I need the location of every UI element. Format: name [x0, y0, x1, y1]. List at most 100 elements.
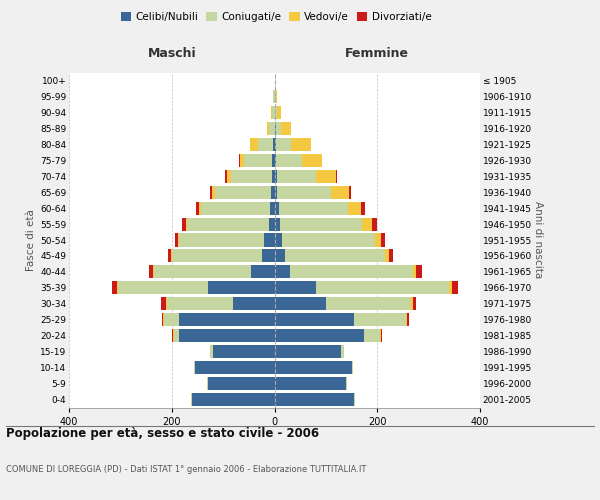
Bar [275, 234, 282, 246]
Y-axis label: Fasce di età: Fasce di età [26, 209, 36, 271]
Bar [172, 329, 173, 342]
Bar [277, 186, 331, 198]
Bar [282, 234, 374, 246]
Bar [410, 298, 413, 310]
Bar [196, 202, 199, 214]
Bar [413, 266, 416, 278]
Bar [277, 106, 281, 119]
Bar [269, 122, 275, 135]
Bar [275, 298, 326, 310]
Bar [275, 218, 280, 230]
Bar [381, 329, 382, 342]
Bar [153, 266, 154, 278]
Bar [316, 282, 449, 294]
Bar [381, 234, 385, 246]
Text: COMUNE DI LOREGGIA (PD) - Dati ISTAT 1° gennaio 2006 - Elaborazione TUTTITALIA.I: COMUNE DI LOREGGIA (PD) - Dati ISTAT 1° … [6, 466, 367, 474]
Bar [215, 186, 271, 198]
Bar [271, 202, 275, 214]
Bar [348, 202, 361, 214]
Bar [354, 393, 355, 406]
Bar [277, 170, 316, 182]
Bar [275, 90, 277, 103]
Bar [361, 202, 365, 214]
Bar [239, 154, 240, 167]
Bar [374, 234, 381, 246]
Bar [264, 234, 275, 246]
Bar [191, 393, 193, 406]
Bar [275, 250, 285, 262]
Text: Femmine: Femmine [345, 46, 409, 60]
Bar [262, 250, 275, 262]
Bar [272, 106, 275, 119]
Bar [199, 202, 201, 214]
Bar [302, 154, 322, 167]
Bar [162, 313, 163, 326]
Bar [407, 313, 409, 326]
Bar [275, 186, 277, 198]
Bar [449, 282, 452, 294]
Bar [291, 138, 311, 151]
Bar [354, 313, 406, 326]
Bar [275, 361, 352, 374]
Bar [275, 202, 278, 214]
Bar [274, 90, 275, 103]
Bar [208, 282, 275, 294]
Bar [171, 250, 172, 262]
Bar [280, 218, 362, 230]
Bar [281, 122, 291, 135]
Bar [179, 329, 275, 342]
Bar [331, 186, 349, 198]
Bar [175, 329, 179, 342]
Text: Maschi: Maschi [148, 46, 196, 60]
Bar [278, 202, 348, 214]
Bar [272, 170, 275, 182]
Bar [149, 266, 153, 278]
Bar [118, 282, 208, 294]
Bar [364, 329, 380, 342]
Bar [201, 202, 271, 214]
Bar [285, 250, 385, 262]
Bar [275, 282, 316, 294]
Bar [372, 218, 377, 230]
Bar [164, 313, 179, 326]
Bar [213, 345, 275, 358]
Bar [250, 138, 258, 151]
Bar [258, 138, 274, 151]
Bar [194, 361, 195, 374]
Bar [168, 250, 171, 262]
Bar [406, 313, 407, 326]
Bar [187, 218, 269, 230]
Bar [380, 329, 381, 342]
Bar [185, 218, 187, 230]
Y-axis label: Anni di nascita: Anni di nascita [533, 202, 543, 278]
Bar [385, 250, 389, 262]
Bar [352, 361, 353, 374]
Bar [275, 138, 291, 151]
Bar [163, 313, 164, 326]
Bar [413, 298, 416, 310]
Bar [161, 298, 166, 310]
Bar [178, 234, 179, 246]
Bar [227, 170, 231, 182]
Bar [276, 154, 302, 167]
Bar [210, 186, 212, 198]
Bar [389, 250, 393, 262]
Bar [193, 393, 275, 406]
Bar [271, 186, 275, 198]
Bar [416, 266, 422, 278]
Bar [179, 234, 264, 246]
Bar [225, 170, 227, 182]
Bar [206, 377, 208, 390]
Bar [275, 154, 276, 167]
Bar [275, 345, 341, 358]
Bar [208, 377, 275, 390]
Bar [233, 298, 275, 310]
Bar [195, 361, 275, 374]
Bar [275, 170, 277, 182]
Bar [175, 234, 178, 246]
Bar [275, 329, 364, 342]
Bar [210, 345, 213, 358]
Bar [166, 298, 167, 310]
Bar [182, 218, 185, 230]
Legend: Celibi/Nubili, Coniugati/e, Vedovi/e, Divorziati/e: Celibi/Nubili, Coniugati/e, Vedovi/e, Di… [116, 8, 436, 26]
